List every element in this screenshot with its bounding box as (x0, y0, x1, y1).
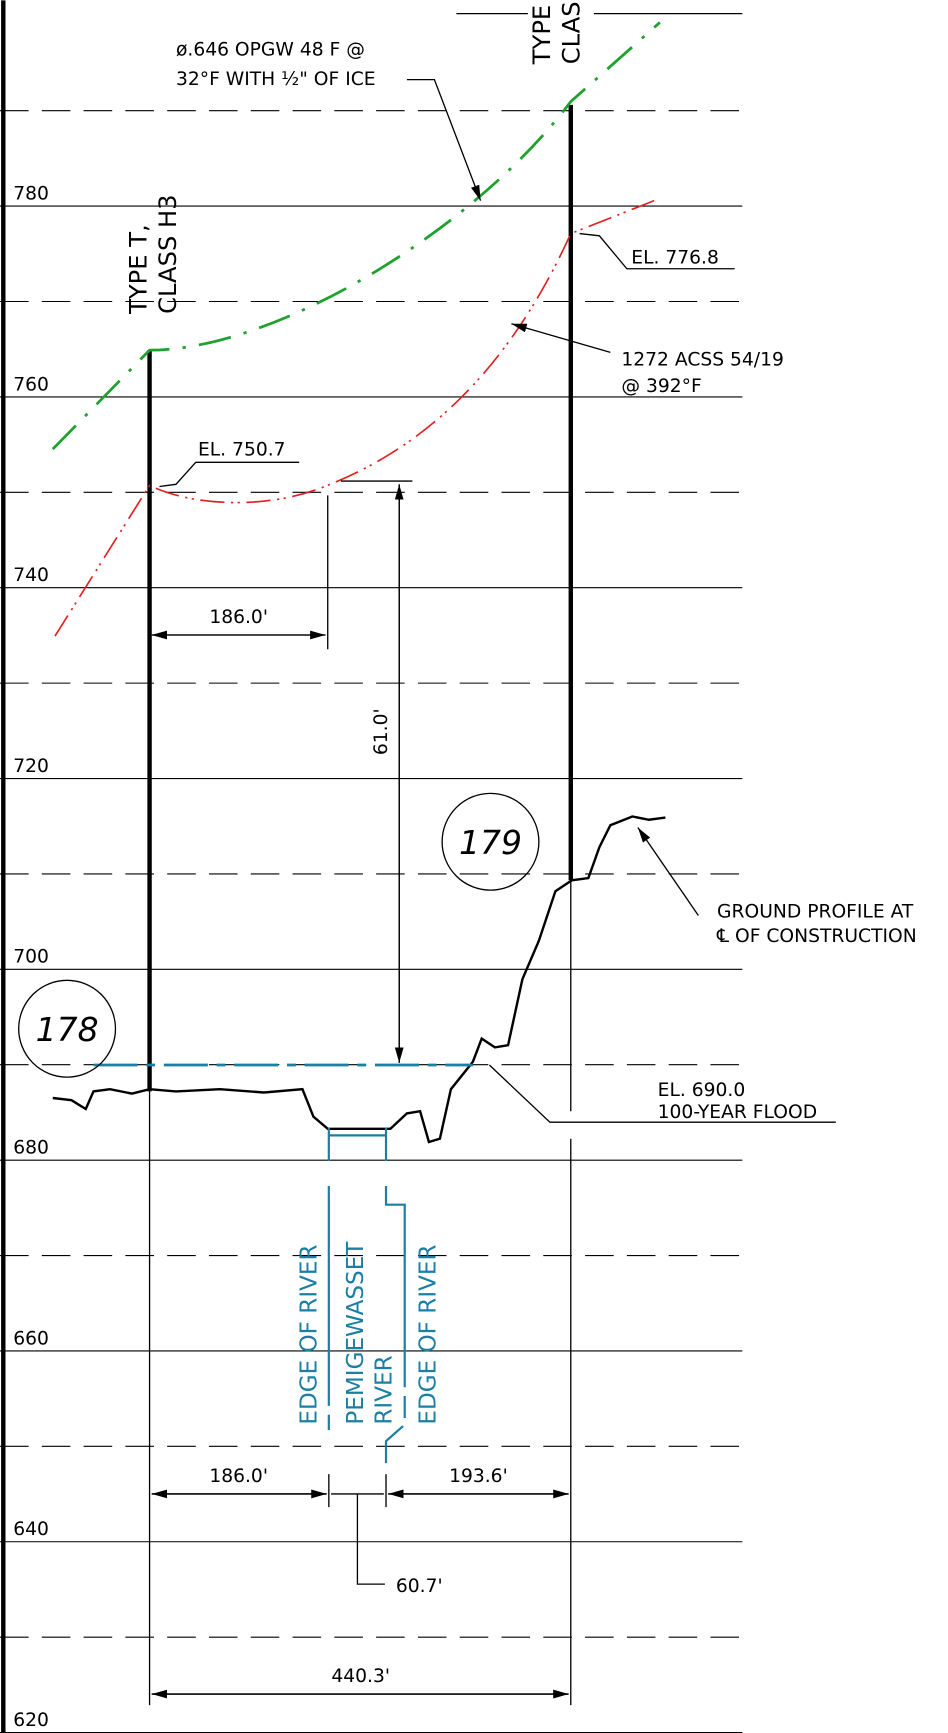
river-edges (327, 1185, 406, 1464)
structure-class: CLASS H3 (154, 194, 182, 313)
dimension-lines (18, 12, 836, 1699)
elevation-label: 620 (13, 1710, 49, 1731)
label: EL. 776.8 (631, 247, 719, 268)
label: EL. 690.0 (658, 1080, 746, 1101)
structure-type: TYPE T, (124, 224, 152, 315)
dimension: 60.7' (396, 1576, 443, 1597)
river-bed (327, 1127, 388, 1161)
label: 32°F WITH ½" OF ICE (176, 69, 376, 90)
label: 1272 ACSS 54/19 (621, 350, 784, 371)
dimension: 440.3' (331, 1666, 390, 1687)
label: GROUND PROFILE AT (717, 902, 914, 923)
acss-wire (54, 197, 661, 637)
label: @ 392°F (621, 376, 701, 397)
label: EL. 750.7 (198, 440, 286, 461)
river-label: RIVER (372, 1355, 398, 1424)
elevation-label: 780 (13, 183, 49, 204)
elevation-label: 760 (13, 374, 49, 395)
elevation-label: 660 (13, 1328, 49, 1349)
dimension: 61.0' (371, 708, 392, 755)
river-label: EDGE OF RIVER (297, 1244, 323, 1424)
dimension: 186.0' (209, 607, 268, 628)
river-label: EDGE OF RIVER (416, 1244, 442, 1424)
ground-profile (52, 815, 666, 1144)
elevation-label: 700 (13, 947, 49, 968)
elevation-label: 720 (13, 756, 49, 777)
elevation-label: 640 (13, 1519, 49, 1540)
label: ø.646 OPGW 48 F @ (176, 39, 365, 60)
opgw-wire (51, 21, 661, 451)
structure-number: 179 (459, 823, 522, 862)
elevation-label: 680 (13, 1138, 49, 1159)
structure-type: TYPE (528, 5, 556, 65)
structure-class: CLAS (558, 1, 586, 64)
label: ℄ OF CONSTRUCTION (716, 926, 917, 947)
dimension: 186.0' (209, 1466, 268, 1487)
elevation-label: 740 (13, 565, 49, 586)
structure-number: 178 (36, 1010, 99, 1049)
river-label: PEMIGEWASSET (343, 1241, 369, 1425)
label: 100-YEAR FLOOD (658, 1102, 817, 1123)
dimension: 193.6' (449, 1466, 508, 1487)
